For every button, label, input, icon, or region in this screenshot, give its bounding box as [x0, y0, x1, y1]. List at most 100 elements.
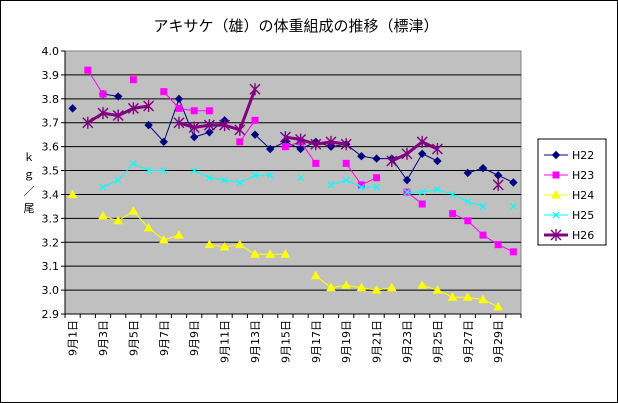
series-line-h25 [330, 179, 377, 188]
y-axis-label: ｋｇ ／ 尾 [24, 151, 35, 215]
data-point-h25 [342, 176, 350, 184]
data-point-h22 [113, 92, 123, 101]
data-point-h26 [173, 116, 185, 129]
y-tick-label: 3.7 [42, 117, 60, 130]
data-point-h23 [251, 116, 259, 124]
data-point-h22 [402, 175, 412, 185]
x-tick-label: 9月11日 [219, 320, 232, 363]
data-point-h26 [295, 133, 307, 146]
data-point-h24 [128, 206, 139, 215]
legend-marker [550, 229, 562, 241]
series-line-h23 [239, 120, 256, 143]
data-point-h22 [493, 171, 503, 180]
data-point-h25 [449, 191, 457, 198]
data-point-h26 [188, 121, 200, 134]
data-point-h23 [509, 248, 517, 256]
data-point-h24 [432, 285, 443, 294]
data-point-h23 [236, 138, 244, 146]
x-tick-label: 9月1日 [67, 320, 80, 356]
data-point-h26 [401, 147, 413, 160]
data-point-h23 [418, 200, 426, 208]
y-tick-label: 3.9 [42, 69, 60, 82]
data-point-h24 [219, 242, 230, 251]
data-point-h24 [204, 239, 215, 249]
legend-item-h23: H23 [544, 169, 594, 182]
data-point-h22 [478, 163, 488, 173]
plot-background [64, 50, 522, 315]
legend-marker [552, 211, 560, 219]
data-point-h25 [114, 176, 122, 184]
data-point-h23 [190, 107, 198, 115]
y-axis-label-char: ｇ [24, 168, 35, 181]
x-tick-label: 9月25日 [431, 320, 444, 363]
data-point-h25 [99, 183, 107, 191]
data-point-h22 [250, 130, 260, 139]
series-line-h26 [391, 140, 439, 163]
x-axis-ticks: 9月1日 9月3日 9月5日 9月7日 9月9日 9月11日 9月13日 9月15日 9月17日… [64, 314, 522, 363]
data-point-h24 [143, 222, 154, 232]
data-point-h22 [296, 144, 305, 154]
data-point-h23 [479, 231, 487, 239]
y-axis-label-char: ／ [24, 185, 35, 198]
data-point-h24 [265, 249, 276, 258]
data-point-h25 [266, 171, 274, 179]
data-point-h23 [312, 159, 320, 167]
data-point-h24 [493, 301, 504, 311]
data-point-h25 [251, 171, 259, 179]
data-point-h25 [464, 198, 472, 206]
data-point-h22 [144, 120, 153, 130]
data-point-h25 [327, 181, 335, 189]
data-point-h25 [160, 167, 168, 174]
data-point-h22 [433, 156, 442, 166]
data-point-h26 [219, 119, 231, 132]
data-point-h22 [265, 144, 275, 154]
data-point-h25 [297, 174, 305, 182]
data-point-h22 [189, 132, 199, 142]
data-point-h24 [386, 282, 397, 292]
data-point-h25 [479, 202, 487, 210]
data-point-h23 [281, 143, 289, 151]
legend-item-h26: H26 [544, 229, 594, 242]
data-point-h26 [234, 123, 246, 136]
data-point-h25 [403, 188, 411, 196]
x-tick-label: 9月9日 [188, 320, 201, 356]
data-point-h22 [372, 154, 381, 163]
series-h26 [82, 83, 504, 191]
data-point-h24 [371, 285, 382, 294]
data-point-h24 [447, 292, 458, 301]
x-tick-label: 9月27日 [462, 320, 475, 363]
x-tick-label: 9月17日 [310, 320, 323, 363]
y-tick-label: 3.6 [42, 141, 60, 154]
y-tick-label: 3.2 [42, 236, 60, 249]
data-point-h25 [145, 167, 153, 174]
y-tick-label: 3.0 [42, 284, 60, 297]
chart-title: アキサケ（雄）の体重組成の推移（標津） [153, 17, 438, 35]
legend-box [537, 138, 607, 246]
data-point-h26 [97, 107, 109, 120]
data-point-h25 [418, 188, 426, 196]
data-point-h26 [279, 131, 291, 144]
data-point-h26 [112, 109, 124, 122]
legend-label: H22 [572, 149, 594, 162]
series-line-h26 [178, 88, 257, 132]
legend-marker [551, 189, 561, 199]
data-point-h26 [127, 102, 139, 115]
legend-marker [552, 171, 560, 179]
legend-label: H26 [572, 229, 594, 242]
data-point-h26 [82, 116, 94, 129]
data-point-h25 [236, 179, 244, 186]
data-point-h22 [463, 168, 473, 178]
data-point-h24 [280, 249, 291, 258]
series-line-h23 [163, 91, 210, 112]
x-tick-label: 9月5日 [127, 320, 140, 356]
data-point-h24 [174, 230, 184, 239]
data-point-h24 [113, 215, 124, 225]
legend-item-h25: H25 [544, 209, 594, 222]
data-point-h24 [310, 270, 321, 280]
data-point-h24 [158, 234, 169, 244]
data-point-h23 [160, 88, 168, 96]
data-point-h22 [417, 149, 427, 159]
data-point-h24 [250, 249, 260, 258]
series-h23 [84, 66, 517, 256]
y-tick-label: 3.4 [42, 188, 60, 201]
